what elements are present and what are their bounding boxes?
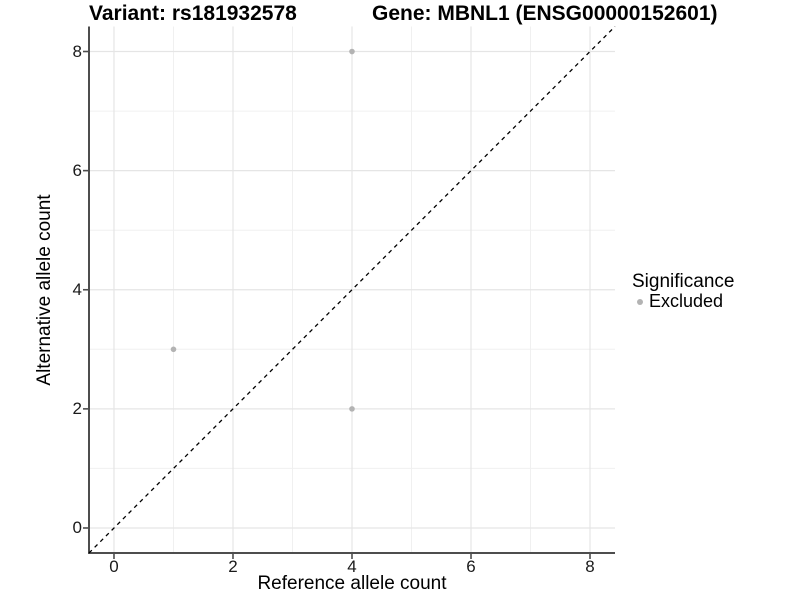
x-tick-label: 2 — [228, 557, 238, 576]
y-tick-label: 0 — [72, 517, 82, 537]
legend-title: Significance — [632, 271, 735, 292]
plot-title-variant: Variant: rs181932578 — [89, 2, 297, 25]
legend-item-excluded: Excluded — [632, 291, 734, 311]
x-tick-label: 6 — [466, 557, 476, 576]
data-point — [170, 346, 177, 353]
x-axis-title: Reference allele count — [257, 573, 447, 594]
y-tick-label: 4 — [72, 279, 82, 299]
legend: Significance Excluded — [632, 271, 734, 311]
legend-key-dot-icon — [637, 298, 643, 305]
y-tick-label: 6 — [72, 160, 82, 180]
legend-item-label: Excluded — [649, 291, 724, 311]
data-point — [349, 406, 355, 412]
x-tick-label: 0 — [109, 557, 119, 576]
x-tick-label: 4 — [347, 557, 357, 576]
y-tick-label: 8 — [72, 41, 82, 61]
plot-title-gene: Gene: MBNL1 (ENSG00000152601) — [372, 2, 718, 25]
y-tick-label: 2 — [72, 398, 82, 418]
x-tick-label: 8 — [585, 557, 595, 576]
data-point — [349, 48, 355, 55]
